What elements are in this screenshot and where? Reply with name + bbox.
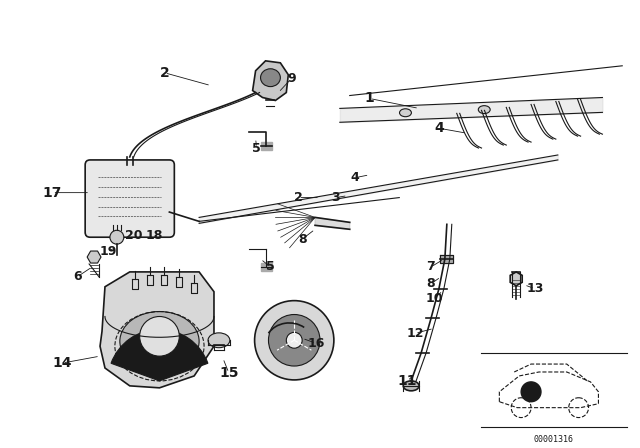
Circle shape xyxy=(286,332,302,348)
Text: 11: 11 xyxy=(397,374,417,388)
Polygon shape xyxy=(100,272,214,388)
Circle shape xyxy=(521,382,541,402)
Text: 8: 8 xyxy=(427,277,435,290)
Circle shape xyxy=(255,301,334,380)
Circle shape xyxy=(268,314,320,366)
Text: 6: 6 xyxy=(73,270,81,283)
Text: 4: 4 xyxy=(350,171,359,184)
Polygon shape xyxy=(161,275,168,285)
Text: 5: 5 xyxy=(266,260,275,273)
Text: 1: 1 xyxy=(365,91,374,105)
FancyBboxPatch shape xyxy=(85,160,174,237)
Ellipse shape xyxy=(403,381,419,391)
Polygon shape xyxy=(87,251,101,263)
Polygon shape xyxy=(260,142,273,150)
Polygon shape xyxy=(132,279,138,289)
Text: 14: 14 xyxy=(52,356,72,370)
Polygon shape xyxy=(260,263,273,271)
Text: 12: 12 xyxy=(406,327,424,340)
Text: 10: 10 xyxy=(425,292,443,305)
Text: 7: 7 xyxy=(427,260,435,273)
Wedge shape xyxy=(111,329,208,381)
Text: 18: 18 xyxy=(146,229,163,242)
Text: 16: 16 xyxy=(307,337,324,350)
Text: 17: 17 xyxy=(43,185,62,200)
Ellipse shape xyxy=(208,333,230,348)
Text: 2: 2 xyxy=(159,66,170,80)
Polygon shape xyxy=(147,275,152,285)
Ellipse shape xyxy=(260,69,280,86)
Text: 15: 15 xyxy=(219,366,239,380)
Polygon shape xyxy=(176,277,182,287)
Ellipse shape xyxy=(120,311,199,371)
Polygon shape xyxy=(315,217,349,229)
Text: 8: 8 xyxy=(298,233,307,246)
Polygon shape xyxy=(510,272,522,286)
Text: 4: 4 xyxy=(434,121,444,135)
Ellipse shape xyxy=(399,109,412,117)
Polygon shape xyxy=(191,283,197,293)
Text: 9: 9 xyxy=(287,72,296,85)
Text: 3: 3 xyxy=(332,191,340,204)
Text: 13: 13 xyxy=(526,282,544,295)
Ellipse shape xyxy=(478,106,490,114)
Polygon shape xyxy=(440,255,452,263)
Polygon shape xyxy=(253,61,288,100)
Text: 20: 20 xyxy=(125,229,143,242)
Circle shape xyxy=(110,230,124,244)
Text: 2: 2 xyxy=(294,191,303,204)
Text: 00001316: 00001316 xyxy=(534,435,574,444)
Circle shape xyxy=(140,316,179,356)
Text: 19: 19 xyxy=(99,245,116,258)
Text: 5: 5 xyxy=(252,142,261,155)
